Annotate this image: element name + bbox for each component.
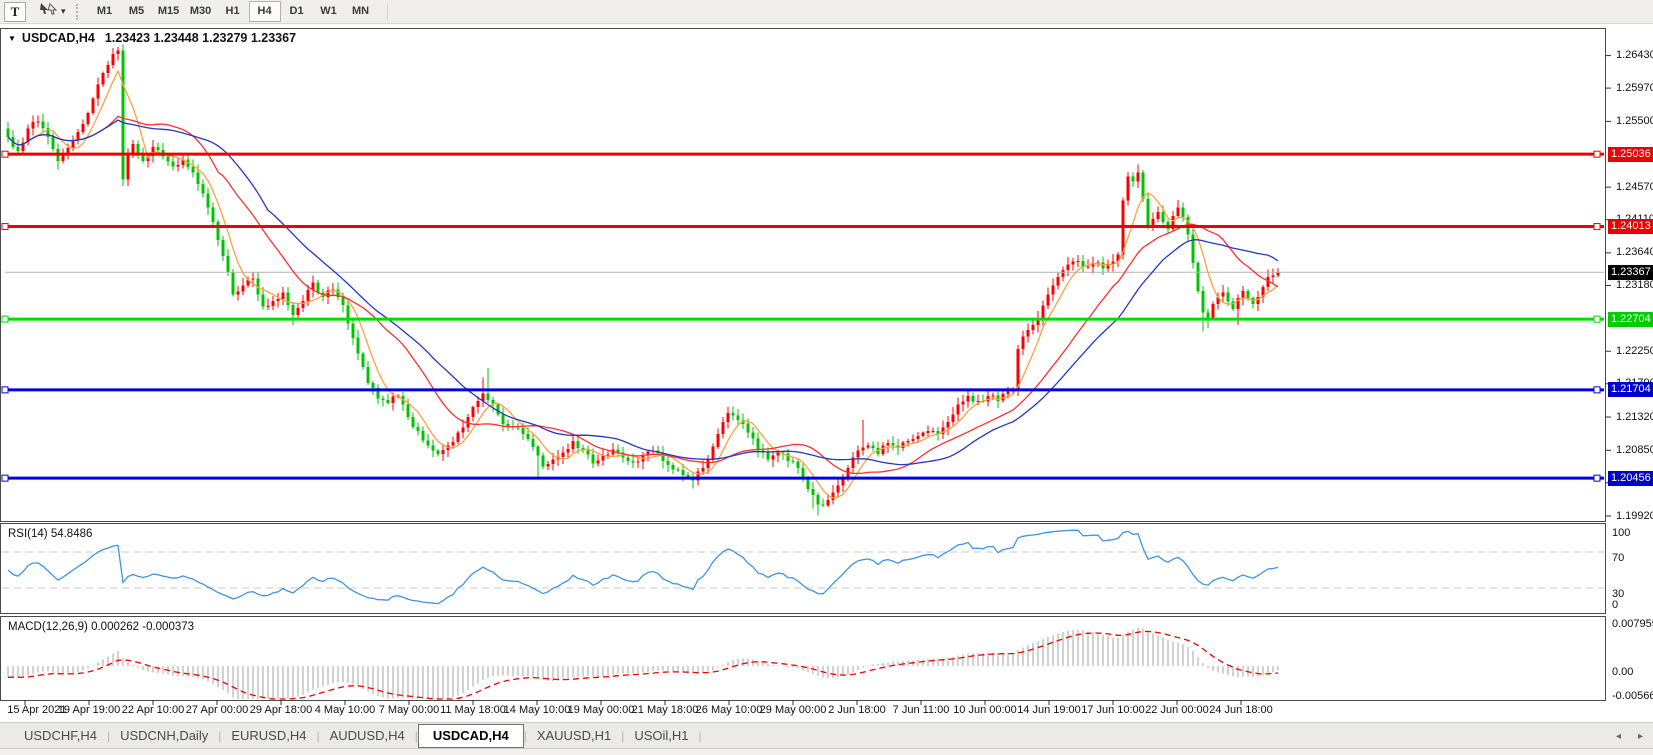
price-tick-label: 1.23640 — [1616, 246, 1653, 259]
rsi-scale-label: 100 — [1612, 527, 1631, 539]
toolbar: T ▾ M1 M5 M15 M30 H1 H4 D1 W1 MN — [0, 0, 1653, 24]
time-tick-label: 15 Apr 2021 — [7, 704, 67, 716]
timeframe-button-h4[interactable]: H4 — [248, 1, 281, 22]
tab-usdcnh-daily[interactable]: USDCNH,Daily — [120, 728, 209, 743]
text-tool-button[interactable]: T — [4, 1, 26, 22]
rsi-scale-label: 70 — [1612, 552, 1625, 564]
price-tick-label: 1.24570 — [1616, 180, 1653, 193]
tab-usdchf-h4[interactable]: USDCHF,H4 — [24, 728, 97, 743]
time-tick-label: 22 Apr 10:00 — [121, 704, 185, 716]
symbol-dropdown-icon[interactable]: ▼ — [8, 33, 16, 43]
price-tick-label: 1.20850 — [1616, 443, 1653, 456]
price-tick-label: 1.22250 — [1616, 344, 1653, 357]
rsi-scale-label: 0 — [1612, 599, 1619, 611]
status-strip — [0, 748, 1653, 755]
price-badge: 1.23367 — [1608, 264, 1653, 280]
tab-audusd-h4[interactable]: AUDUSD,H4 — [329, 728, 405, 743]
scroll-left-icon: ◂ — [1616, 730, 1622, 742]
tab-separator: | — [106, 729, 111, 743]
time-tick-label: 19 May 00:00 — [567, 704, 635, 716]
price-tick-label: 1.26430 — [1616, 49, 1653, 62]
price-badge: 1.25036 — [1608, 146, 1653, 162]
price-badge: 1.24013 — [1608, 219, 1653, 235]
tab-usoil-h1[interactable]: USOil,H1 — [634, 728, 689, 743]
tab-separator: | — [414, 729, 418, 743]
time-tick-label: 26 May 10:00 — [695, 704, 763, 716]
time-tick-label: 7 May 00:00 — [378, 704, 440, 716]
time-tick-label: 21 May 18:00 — [631, 704, 699, 716]
timeframe-button-h1[interactable]: H1 — [225, 5, 240, 17]
chart-symbol-title: USDCAD,H4 — [21, 31, 95, 45]
chart-tabs: USDCHF,H4 | USDCNH,Daily | EURUSD,H4 | AUDUSD,… — [14, 724, 702, 748]
timeframe-button-w1[interactable]: W1 — [320, 5, 337, 17]
time-tick-label: 29 Apr 18:00 — [249, 704, 313, 716]
time-tick-label: 24 Jun 18:00 — [1209, 704, 1273, 716]
macd-pane[interactable] — [0, 616, 1606, 701]
rsi-indicator-label: RSI(14) 54.8486 — [8, 528, 93, 540]
time-tick-label: 19 Apr 19:00 — [57, 704, 121, 716]
main-chart-pane[interactable] — [0, 28, 1606, 522]
price-tick-label: 1.23180 — [1616, 278, 1653, 291]
time-tick-label: 27 Apr 00:00 — [185, 704, 249, 716]
price-tick-label: 1.25500 — [1616, 114, 1653, 127]
ohlc-values: 1.23423 1.23448 1.23279 1.23367 — [104, 31, 297, 45]
macd-indicator-label: MACD(12,26,9) 0.000262 -0.000373 — [8, 621, 195, 633]
timeframe-buttons: M1 M5 M15 M30 H1 H4 D1 W1 MN — [89, 0, 377, 23]
tab-eurusd-h4[interactable]: EURUSD,H4 — [231, 728, 307, 743]
time-tick-label: 4 May 10:00 — [314, 704, 376, 716]
price-badge: 1.20456 — [1608, 470, 1653, 486]
timeframe-button-m30[interactable]: M30 — [189, 5, 212, 17]
chart-header: ▼ USDCAD,H4 1.23423 1.23448 1.23279 1.23… — [8, 31, 296, 45]
tab-scroll-right-button[interactable]: ▸ — [1638, 723, 1643, 749]
price-tick-label: 1.25970 — [1616, 81, 1653, 94]
pointer-tool-button[interactable]: ▾ — [38, 3, 66, 21]
timeframe-button-m1[interactable]: M1 — [96, 5, 113, 17]
tab-separator: | — [698, 729, 702, 743]
toolbar-grip — [75, 3, 81, 20]
tab-xauusd-h1[interactable]: XAUUSD,H1 — [536, 728, 612, 743]
timeframe-button-mn[interactable]: MN — [351, 5, 370, 17]
macd-scale-label: -0.005663 — [1612, 690, 1653, 702]
time-tick-label: 10 Jun 00:00 — [953, 704, 1017, 716]
tab-separator: | — [218, 729, 222, 743]
price-tick-label: 1.19920 — [1616, 509, 1653, 522]
time-tick-label: 11 May 18:00 — [440, 704, 506, 716]
tab-usdcad-h4[interactable]: USDCAD,H4 — [417, 724, 524, 748]
timeframe-button-m5[interactable]: M5 — [128, 5, 145, 17]
tab-separator: | — [523, 729, 527, 743]
chart-tab-bar: USDCHF,H4 | USDCNH,Daily | EURUSD,H4 | AUDUSD,… — [0, 722, 1653, 749]
tab-scroll-left-button[interactable]: ◂ — [1616, 723, 1621, 749]
rsi-pane[interactable] — [0, 523, 1606, 614]
scroll-right-icon: ▸ — [1638, 730, 1644, 742]
chevron-down-icon[interactable]: ▾ — [61, 6, 66, 16]
time-tick-label: 14 Jun 19:00 — [1017, 704, 1081, 716]
macd-scale-label: 0.00 — [1612, 666, 1634, 678]
time-tick-label: 14 May 10:00 — [503, 704, 571, 716]
toolbar-separator — [386, 2, 388, 21]
tab-separator: | — [621, 729, 625, 743]
macd-scale-label: 0.007959 — [1612, 618, 1653, 630]
timeframe-button-d1[interactable]: D1 — [289, 5, 304, 17]
time-tick-label: 2 Jun 18:00 — [828, 704, 886, 716]
price-badge: 1.21704 — [1608, 382, 1653, 398]
time-tick-label: 17 Jun 10:00 — [1081, 704, 1145, 716]
cursor-tool-icon — [38, 1, 58, 22]
time-tick-label: 7 Jun 11:00 — [892, 704, 950, 716]
price-tick-label: 1.21320 — [1616, 410, 1653, 423]
time-tick-label: 29 May 00:00 — [759, 704, 827, 716]
price-badge: 1.22704 — [1608, 311, 1653, 327]
time-tick-label: 22 Jun 00:00 — [1145, 704, 1209, 716]
rsi-scale-label: 30 — [1612, 588, 1625, 600]
timeframe-button-m15[interactable]: M15 — [157, 5, 180, 17]
tab-separator: | — [316, 729, 320, 743]
